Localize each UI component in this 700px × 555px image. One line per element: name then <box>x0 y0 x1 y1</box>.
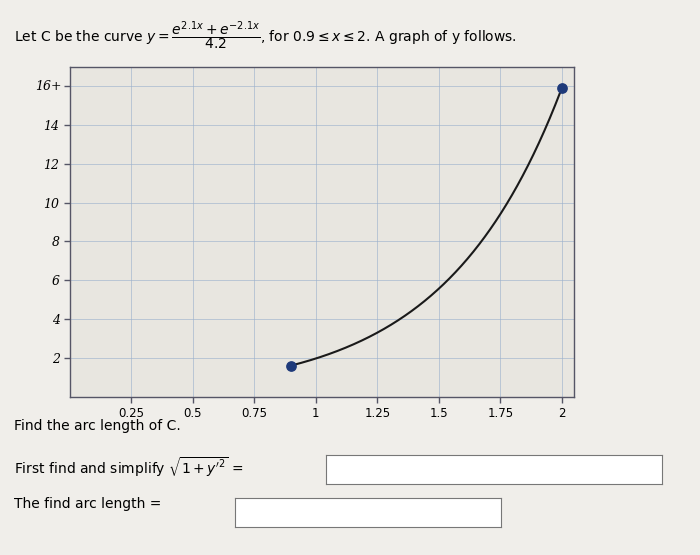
Point <box>556 84 567 93</box>
Text: The find arc length =: The find arc length = <box>14 497 162 511</box>
Point <box>286 361 297 370</box>
Text: Let C be the curve $y = \dfrac{e^{2.1x}+e^{-2.1x}}{4.2}$, for $0.9 \leq x \leq 2: Let C be the curve $y = \dfrac{e^{2.1x}+… <box>14 19 517 52</box>
Text: Find the arc length of C.: Find the arc length of C. <box>14 419 181 433</box>
Text: 16+: 16+ <box>35 79 62 93</box>
Text: First find and simplify $\sqrt{1+y^{\prime 2}}$ =: First find and simplify $\sqrt{1+y^{\pri… <box>14 455 244 479</box>
